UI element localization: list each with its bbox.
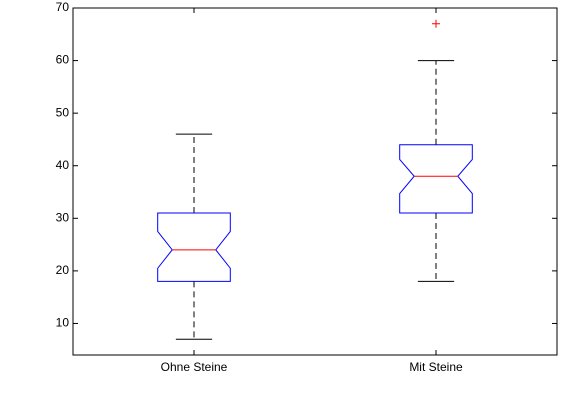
- box: [157, 212, 231, 282]
- y-tick-label: 20: [56, 263, 70, 277]
- y-tick-label: 30: [56, 210, 70, 224]
- box: [399, 144, 473, 214]
- y-tick-label: 40: [56, 158, 70, 172]
- y-tick-label: 60: [56, 53, 70, 67]
- y-tick-label: 70: [56, 0, 70, 14]
- plot-area: [72, 7, 558, 356]
- y-tick-label: 50: [56, 105, 70, 119]
- y-tick-label: 10: [56, 316, 70, 330]
- x-tick-label: Mit Steine: [409, 360, 463, 374]
- x-tick-label: Ohne Steine: [161, 360, 228, 374]
- outlier: [432, 19, 440, 28]
